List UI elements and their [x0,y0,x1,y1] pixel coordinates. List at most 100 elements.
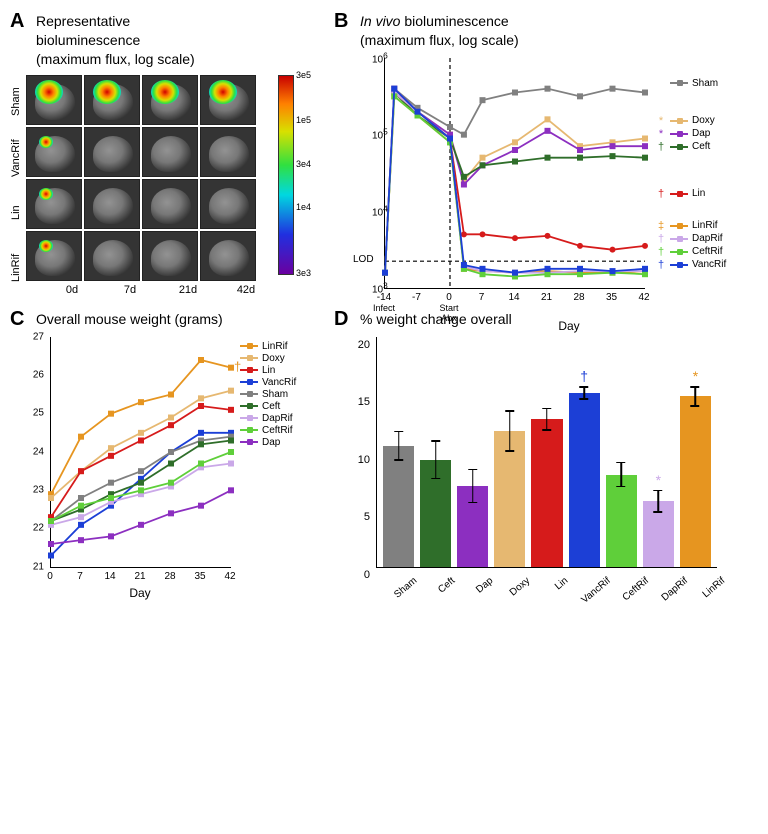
colorbar-tick: 3e3 [296,268,311,278]
legend-item: Lin [240,365,296,376]
legend-item: Dap [240,437,296,448]
bioluminescence-thumb [26,127,82,177]
ytick: 15 [358,396,370,408]
bioluminescence-thumb [84,179,140,229]
panel-b-lines [385,58,645,288]
bar: * [643,501,674,567]
xtick: 14 [508,292,519,303]
xtick: 21 [134,571,145,582]
bioluminescence-thumb [84,231,140,281]
legend-item: †DapRif [656,233,726,245]
bioluminescence-thumb [26,231,82,281]
xtick: -14 [377,292,391,303]
xtick: 42 [224,571,235,582]
panel-a: A Representative bioluminescence (maximu… [10,10,320,296]
figure: A Representative bioluminescence (maximu… [10,10,758,585]
legend-item: ‡LinRif [656,220,726,232]
bioluminescence-thumb [84,127,140,177]
xtick: 7 [479,292,485,303]
xtick: 35 [194,571,205,582]
xtick: 7 [77,571,83,582]
xtick: -7 [412,292,421,303]
legend-item: †CeftRif [656,246,726,258]
lod-label: LOD [353,254,374,265]
colorbar-tick: 3e5 [296,70,311,80]
legend-item: †VancRif [656,259,726,271]
panel-b-title-rest: bioluminescence [400,13,508,29]
panel-b-title-italic: In vivo [360,13,400,29]
panel-c-label: C [10,308,24,331]
panel-c-lines [51,337,231,567]
legend-item: Sham [240,389,296,400]
bioluminescence-thumb [142,75,198,125]
bar-xlabel: Lin [540,574,571,603]
panel-a-title: Representative bioluminescence (maximum … [36,12,320,69]
bar-xlabel: DapRif [659,574,691,603]
bioluminescence-thumb [26,179,82,229]
panel-d-label: D [334,308,348,331]
xtick: 0 [446,292,452,303]
panel-a-rowlabel: Sham [10,77,22,127]
ytick: 0 [364,569,370,581]
ytick: 22 [33,523,44,534]
panel-a-rowlabel: Lin [10,188,22,238]
bioluminescence-thumb [200,179,256,229]
bar [531,419,562,566]
ytick: 106 [372,50,378,65]
bar-xlabel: LinRif [698,574,729,603]
panel-a-title-2: bioluminescence [36,32,140,48]
ytick: 10 [358,454,370,466]
legend-item: *Doxy [656,115,715,127]
bar [494,431,525,567]
bar [457,486,488,567]
panel-b-chart: LOD [384,58,645,289]
panel-a-title-3: (maximum flux, log scale) [36,51,195,67]
legend-item: Doxy [240,353,296,364]
legend-item: *Dap [656,128,715,140]
bioluminescence-thumb [84,75,140,125]
xtick: 28 [164,571,175,582]
panel-a-rowlabel: LinRif [10,243,22,293]
ytick: 5 [364,511,370,523]
ytick: 21 [33,561,44,572]
ytick: 24 [33,446,44,457]
bar [606,475,637,567]
bar-xlabel: Ceft [427,574,458,603]
panel-b-label: B [334,10,348,33]
colorbar: 3e51e53e41e43e3 [278,75,324,296]
bioluminescence-thumb [142,179,198,229]
panel-a-collabel: 42d [218,284,274,296]
panel-a-grid [26,75,274,281]
panel-a-body: ShamVancRifLinLinRif 0d7d21d42d 3e51e53e… [10,75,320,296]
legend-item: Sham [656,78,718,89]
bar-xlabel: Dap [465,574,496,603]
panel-a-rowlabel: VancRif [10,133,22,183]
bioluminescence-thumb [200,127,256,177]
bioluminescence-thumb [200,231,256,281]
ytick: 23 [33,484,44,495]
bar-xlabel: Doxy [503,574,534,603]
panel-a-label: A [10,10,24,33]
panel-b: B In vivo bioluminescence (maximum flux,… [334,10,754,296]
bar [420,460,451,567]
panel-c-xlabel: Day [129,586,150,600]
panel-d-title: % weight change overall [360,310,754,329]
panel-c: C Overall mouse weight (grams) Day 21222… [10,308,320,585]
panel-d-chart: †** [376,337,717,568]
legend-item: †Ceft [656,141,715,153]
bioluminescence-thumb [142,231,198,281]
xtick: 28 [573,292,584,303]
colorbar-tick: 3e4 [296,159,311,169]
ytick: 20 [358,339,370,351]
xtick: 0 [47,571,53,582]
panel-a-collabel: 0d [44,284,100,296]
panel-d: D % weight change overall †** 05101520 S… [334,308,754,585]
panel-a-collabel: 7d [102,284,158,296]
xtick: 42 [638,292,649,303]
bar [383,446,414,567]
legend-item: VancRif [240,377,296,388]
panel-b-title: In vivo bioluminescence (maximum flux, l… [360,12,754,50]
panel-c-annot: † [234,359,241,374]
ytick: 26 [33,369,44,380]
panel-c-title: Overall mouse weight (grams) [36,310,320,329]
